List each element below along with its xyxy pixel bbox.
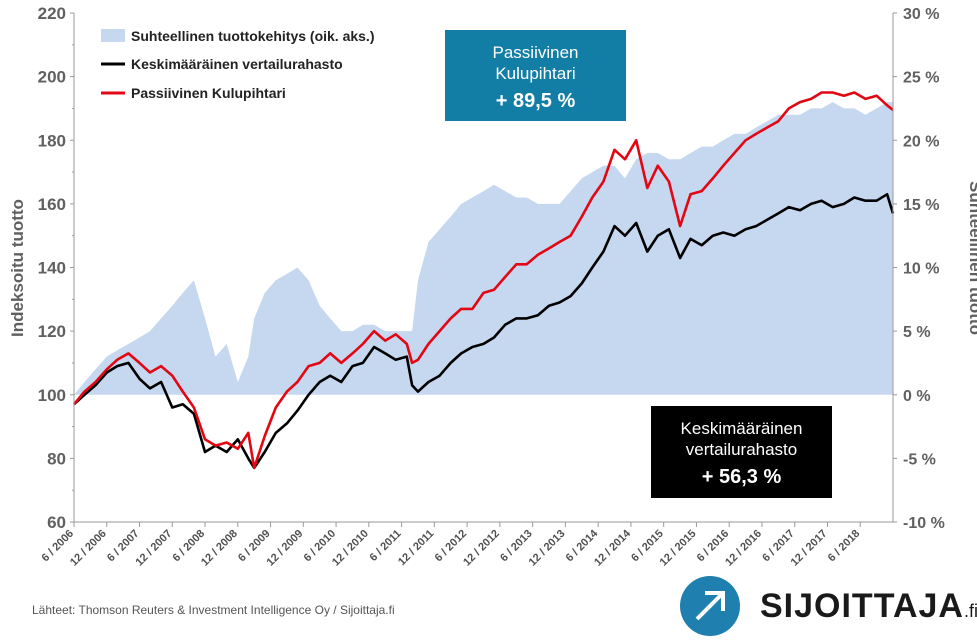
logo-wordmark: SIJOITTAJA.fi (760, 587, 977, 626)
x-tick-label: 12 / 2012 (461, 528, 502, 569)
x-tick-label: 12 / 2009 (265, 528, 306, 569)
average-box-value: + 56,3 % (701, 466, 782, 488)
x-tick-label: 12 / 2015 (658, 528, 699, 569)
right-tick-label: -10 % (903, 515, 945, 532)
right-tick-label: 25 % (903, 70, 939, 87)
left-tick-label: 180 (38, 131, 66, 150)
x-tick-label: 6 / 2018 (826, 528, 863, 565)
y-axis-title-right: Suhteellinen tuotto (966, 181, 977, 335)
left-tick-label: 160 (38, 195, 66, 214)
right-tick-label: 30 % (903, 6, 939, 23)
left-tick-label: 100 (38, 386, 66, 405)
x-tick-label: 12 / 2017 (789, 528, 830, 569)
arrow-up-right-icon (680, 576, 740, 636)
series-lines (72, 91, 895, 470)
x-tick-label: 12 / 2006 (68, 528, 109, 569)
legend-label-relative: Suhteellinen tuottokehitys (oik. aks.) (131, 28, 374, 44)
x-tick-label: 12 / 2008 (199, 528, 240, 569)
logo-suffix: .fi (963, 601, 977, 621)
passive-fund-result-box: Passiivinen Kulupihtari + 89,5 % (445, 30, 626, 121)
right-tick-label: -5 % (903, 451, 936, 468)
average-box-line1: Keskimääräinen (680, 419, 803, 438)
average-fund-line (73, 193, 895, 470)
right-y-ticks: -10 % -5 % 0 % 5 % 10 % 15 % 20 % 25 % 30 % (893, 6, 945, 532)
left-y-ticks: 60 80 100 120 140 160 180 200 220 (38, 4, 74, 532)
x-tick-label: 12 / 2013 (527, 528, 568, 569)
legend-label-passive: Passiivinen Kulupihtari (131, 85, 286, 101)
legend-swatch-relative (101, 29, 125, 42)
relative-return-area-path (74, 102, 893, 395)
right-tick-label: 0 % (903, 388, 931, 405)
average-box-line2: vertailurahasto (685, 440, 798, 459)
right-tick-label: 10 % (903, 261, 939, 278)
x-tick-label: 12 / 2016 (723, 528, 764, 569)
sijoittaja-logo: SIJOITTAJA.fi (680, 573, 977, 637)
passive-box-line2: Kulupihtari (495, 64, 576, 83)
logo-word: SIJOITTAJA (760, 587, 964, 625)
left-tick-label: 220 (38, 4, 66, 23)
source-note: Lähteet: Thomson Reuters & Investment In… (32, 603, 395, 617)
average-fund-result-box: Keskimääräinen vertailurahasto + 56,3 % (651, 406, 832, 498)
left-tick-label: 200 (38, 68, 66, 87)
legend: Suhteellinen tuottokehitys (oik. aks.) K… (101, 28, 374, 101)
x-tick-label: 12 / 2010 (330, 528, 371, 569)
passive-box-value: + 89,5 % (495, 90, 576, 112)
y-axis-title-left: Indeksoitu tuotto (8, 199, 27, 337)
passive-box-line1: Passiivinen (492, 43, 579, 62)
left-tick-label: 80 (47, 449, 66, 468)
left-tick-label: 120 (38, 322, 66, 341)
right-tick-label: 15 % (903, 197, 939, 214)
left-tick-label: 60 (47, 513, 66, 532)
x-tick-label: 12 / 2007 (133, 528, 174, 569)
legend-label-average: Keskimääräinen vertailurahasto (131, 56, 343, 72)
x-tick-label: 12 / 2011 (396, 528, 437, 569)
left-tick-label: 140 (38, 259, 66, 278)
passive-fund-line (72, 91, 894, 470)
relative-return-area (74, 102, 893, 395)
right-tick-label: 5 % (903, 324, 931, 341)
x-tick-label: 12 / 2014 (592, 527, 634, 569)
right-tick-label: 20 % (903, 133, 939, 150)
